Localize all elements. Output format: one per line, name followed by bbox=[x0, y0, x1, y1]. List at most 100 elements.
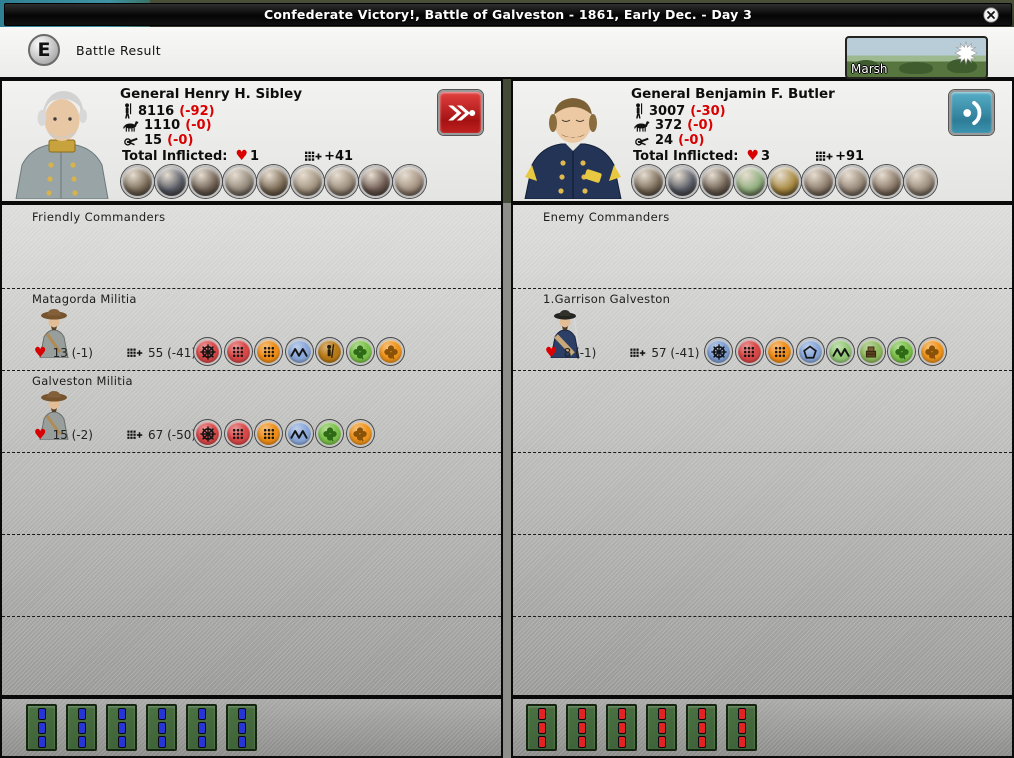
infantry-icon bbox=[633, 103, 644, 119]
tree-shape bbox=[899, 62, 933, 74]
strength-blocks bbox=[526, 704, 757, 751]
empty-row bbox=[513, 371, 1012, 453]
element-strength-bar bbox=[617, 707, 626, 720]
map-background: Confederate Victory!, Battle of Galvesto… bbox=[0, 0, 1014, 27]
artillery-icon bbox=[633, 135, 650, 146]
right-general-panel: General Benjamin F. Butler 3007 (-30) 37… bbox=[511, 79, 1014, 203]
page-title: Battle Result bbox=[76, 43, 161, 58]
red-dots-badge bbox=[735, 338, 763, 365]
blue-zigzag-badge bbox=[285, 338, 313, 365]
element-strength-bar bbox=[37, 735, 46, 748]
medallion-supply-stack-icon bbox=[257, 165, 290, 198]
event-badge: E bbox=[28, 34, 60, 66]
unit-portrait-union-infantry bbox=[550, 309, 580, 358]
element-strength-bar bbox=[697, 721, 706, 734]
unit-strength-block bbox=[146, 704, 177, 751]
medallion-camp-figure-icon bbox=[870, 165, 903, 198]
header-bar: E Battle Result Marsh bbox=[0, 27, 1014, 79]
retreat-button[interactable] bbox=[949, 90, 994, 135]
unit-row[interactable]: 1.Garrison Galveston ♥ 8 (-1) 57 (-41) bbox=[513, 289, 1012, 371]
heart-icon: ♥ bbox=[746, 148, 760, 164]
hits-icon bbox=[127, 430, 143, 440]
element-strength-bar bbox=[237, 735, 246, 748]
heart-icon: ♥ bbox=[235, 148, 249, 164]
medallion-bayonet-drill-icon bbox=[836, 165, 869, 198]
element-strength-bar bbox=[537, 735, 546, 748]
element-strength-bar bbox=[537, 707, 546, 720]
unit-stats: ♥ 13 (-1) 55 (-41) bbox=[34, 345, 197, 361]
artillery-stat: 24 (-0) bbox=[633, 133, 726, 148]
element-strength-bar bbox=[37, 721, 46, 734]
element-strength-bar bbox=[617, 735, 626, 748]
element-strength-bar bbox=[657, 707, 666, 720]
element-strength-bar bbox=[697, 707, 706, 720]
battle-medallions bbox=[121, 165, 426, 198]
element-strength-bar bbox=[197, 721, 206, 734]
orange-dots-badge bbox=[766, 338, 793, 365]
unit-row[interactable]: Galveston Militia ♥ 15 (-2) 67 (-50) bbox=[2, 371, 501, 453]
friendly-commanders-panel: Friendly Commanders Matagorda Militia ♥ … bbox=[0, 203, 503, 697]
panel-header: Friendly Commanders bbox=[2, 205, 501, 289]
element-strength-bar bbox=[117, 735, 126, 748]
unit-strength-block bbox=[686, 704, 717, 751]
heart-icon: ♥ bbox=[545, 345, 558, 361]
empty-row bbox=[513, 453, 1012, 535]
medallion-war-council-icon bbox=[223, 165, 256, 198]
empty-row bbox=[513, 617, 1012, 695]
heart-icon: ♥ bbox=[34, 427, 47, 443]
red-dots-badge bbox=[224, 420, 252, 447]
total-inflicted: Total Inflicted: ♥ 3 +91 bbox=[633, 148, 865, 164]
heart-icon: ♥ bbox=[34, 345, 47, 361]
unit-strength-block bbox=[606, 704, 637, 751]
element-strength-bar bbox=[157, 707, 166, 720]
strength-blocks bbox=[26, 704, 257, 751]
element-strength-bar bbox=[77, 735, 86, 748]
hits-icon bbox=[816, 151, 833, 162]
cavalry-stat: 372 (-0) bbox=[633, 118, 726, 133]
medallion-gold-supplies-icon bbox=[768, 165, 801, 198]
cavalry-icon bbox=[122, 120, 139, 132]
medallion-field-gun-icon bbox=[393, 165, 426, 198]
close-icon[interactable] bbox=[983, 7, 999, 23]
element-strength-bar bbox=[237, 721, 246, 734]
element-strength-bar bbox=[657, 735, 666, 748]
supply-crate-badge bbox=[857, 338, 885, 365]
medallion-soldier-with-crate-icon bbox=[700, 165, 733, 198]
green-clover-badge bbox=[316, 420, 343, 447]
hits-icon bbox=[127, 348, 143, 358]
element-strength-bar bbox=[37, 707, 46, 720]
battle-medallions bbox=[632, 165, 937, 198]
general-portrait-sibley bbox=[15, 91, 109, 199]
general-name: General Henry H. Sibley bbox=[120, 86, 303, 102]
element-strength-bar bbox=[77, 707, 86, 720]
empty-row bbox=[2, 535, 501, 617]
unit-strength-block bbox=[726, 704, 757, 751]
element-strength-bar bbox=[237, 707, 246, 720]
terrain-label: Marsh bbox=[851, 62, 888, 76]
left-general-panel: General Henry H. Sibley 8116 (-92) 1110 … bbox=[0, 79, 503, 203]
friendly-strength-strip bbox=[0, 697, 503, 758]
unit-portrait-confederate-militia bbox=[39, 391, 69, 440]
unit-strength-block bbox=[646, 704, 677, 751]
medallion-supply-crates-icon bbox=[632, 165, 665, 198]
pentagon-badge bbox=[796, 338, 824, 365]
hits-icon bbox=[630, 348, 646, 358]
artillery-wheel-badge bbox=[705, 338, 732, 365]
pursue-chevrons-icon bbox=[447, 105, 475, 120]
unit-row[interactable]: Matagorda Militia ♥ 13 (-1) 55 (-41) bbox=[2, 289, 501, 371]
medallion-supply-crates-icon bbox=[121, 165, 154, 198]
tree-shape bbox=[947, 59, 977, 73]
red-dots-badge bbox=[224, 338, 252, 365]
general-name: General Benjamin F. Butler bbox=[631, 86, 835, 102]
element-strength-bar bbox=[197, 735, 206, 748]
medallion-marching-column-icon bbox=[802, 165, 835, 198]
unit-badges bbox=[705, 338, 946, 365]
element-strength-bar bbox=[577, 721, 586, 734]
medallion-camp-figure-icon bbox=[359, 165, 392, 198]
pursue-button[interactable] bbox=[438, 90, 483, 135]
orange-dots-badge bbox=[255, 338, 282, 365]
element-strength-bar bbox=[697, 735, 706, 748]
green-clover-badge bbox=[888, 338, 915, 365]
green-clover-badge bbox=[346, 338, 374, 365]
